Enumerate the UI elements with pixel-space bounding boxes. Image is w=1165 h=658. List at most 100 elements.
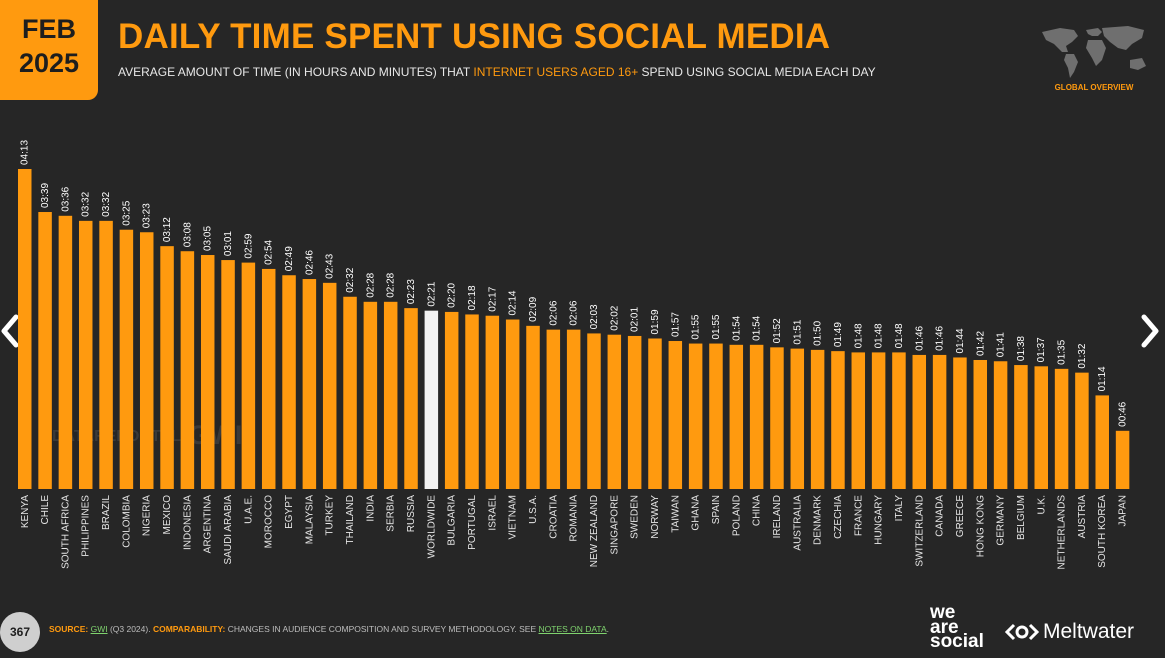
- date-month: FEB: [22, 14, 76, 44]
- world-map-icon: [1042, 26, 1146, 78]
- category-label: U.S.A.: [528, 495, 539, 524]
- category-label: CHILE: [40, 495, 51, 525]
- category-label: AUSTRIA: [1077, 495, 1088, 539]
- value-label: 01:54: [752, 315, 763, 340]
- source-gwi-link[interactable]: GWI: [90, 624, 108, 634]
- bar-nigeria: [139, 232, 154, 489]
- value-label: 03:12: [162, 217, 173, 242]
- value-label: 02:28: [386, 272, 397, 297]
- date-year: 2025: [18, 48, 80, 78]
- bar-france: [851, 352, 866, 489]
- value-label: 03:39: [40, 183, 51, 208]
- value-label: 01:46: [935, 325, 946, 350]
- comparability-text: CHANGES IN AUDIENCE COMPOSITION AND SURV…: [225, 624, 539, 634]
- bar-austria: [1075, 372, 1089, 489]
- category-label: RUSSIA: [406, 495, 417, 533]
- bar-kenya: [18, 169, 32, 489]
- category-label: MEXICO: [162, 495, 173, 535]
- category-label: IRELAND: [772, 495, 783, 538]
- category-label: FRANCE: [853, 495, 864, 536]
- bar-sweden: [627, 335, 642, 489]
- we-are-social-logo: we are social: [930, 602, 984, 650]
- category-label: SOUTH KOREA: [1097, 495, 1108, 568]
- category-label: THAILAND: [345, 495, 356, 544]
- value-label: 01:35: [1057, 339, 1068, 364]
- source-period: (Q3 2024).: [107, 624, 153, 634]
- source-note: SOURCE: GWI (Q3 2024). COMPARABILITY: CH…: [49, 624, 609, 634]
- category-label: NORWAY: [650, 495, 661, 539]
- category-label: POLAND: [731, 495, 742, 536]
- value-label: 01:41: [996, 332, 1007, 357]
- category-label: GERMANY: [996, 495, 1007, 546]
- value-label: 03:01: [223, 231, 234, 256]
- value-label: 01:46: [914, 325, 925, 350]
- category-label: SOUTH AFRICA: [60, 495, 71, 569]
- bar-thailand: [343, 296, 357, 489]
- meltwater-text: Meltwater: [1043, 620, 1135, 643]
- value-label: 03:32: [81, 191, 92, 216]
- category-label: DENMARK: [813, 495, 824, 545]
- bar-south-africa: [58, 215, 73, 489]
- value-label: 02:03: [589, 304, 600, 329]
- global-overview-badge: GLOBAL OVERVIEW: [1054, 83, 1134, 92]
- category-label: SWITZERLAND: [914, 495, 925, 567]
- category-label: SWEDEN: [630, 495, 641, 539]
- value-label: 01:37: [1036, 337, 1047, 362]
- bar-hungary: [871, 352, 886, 489]
- bar-singapore: [607, 334, 622, 489]
- comparability-label: COMPARABILITY:: [152, 624, 226, 634]
- value-label: 01:42: [975, 331, 986, 356]
- value-label: 01:48: [853, 323, 864, 348]
- bar-switzerland: [912, 354, 927, 489]
- value-label: 01:48: [894, 323, 905, 348]
- value-label: 02:18: [467, 285, 478, 310]
- category-label: ISRAEL: [487, 495, 498, 531]
- notes-on-data-link[interactable]: NOTES ON DATA: [538, 624, 607, 634]
- category-label: PHILIPPINES: [81, 495, 92, 557]
- bar-hong-kong: [973, 359, 988, 489]
- bar-egypt: [282, 275, 296, 489]
- bar-taiwan: [668, 341, 683, 489]
- category-label: KENYA: [20, 495, 31, 528]
- bar-japan: [1115, 430, 1130, 489]
- value-label: 01:48: [874, 323, 885, 348]
- chevron-right-icon[interactable]: [1138, 313, 1160, 349]
- value-label: 02:49: [284, 246, 295, 271]
- value-label: 02:06: [569, 300, 580, 325]
- bar-ghana: [688, 343, 703, 489]
- logo-we: we: [930, 602, 956, 623]
- bar-czechia: [831, 351, 845, 489]
- category-label: ITALY: [894, 495, 905, 522]
- category-label: SERBIA: [386, 495, 397, 532]
- category-label: MALAYSIA: [304, 495, 315, 545]
- category-label: NEW ZEALAND: [589, 495, 600, 567]
- category-label: SAUDI ARABIA: [223, 495, 234, 565]
- value-label: 01:52: [772, 318, 783, 343]
- bar-croatia: [546, 329, 561, 489]
- bar-turkey: [322, 282, 337, 489]
- bar-philippines: [78, 220, 93, 489]
- bar-morocco: [261, 268, 276, 489]
- bar-serbia: [383, 301, 398, 489]
- bar-israel: [485, 315, 500, 489]
- category-label: CROATIA: [548, 495, 559, 539]
- value-label: 02:17: [487, 286, 498, 311]
- subtitle-highlight: INTERNET USERS AGED 16+: [473, 65, 639, 79]
- bar-indonesia: [180, 251, 195, 489]
- bar-canada: [932, 354, 947, 489]
- bar-argentina: [200, 255, 215, 489]
- category-label: VIETNAM: [508, 495, 519, 539]
- bar-brazil: [99, 220, 113, 489]
- subtitle-post: SPEND USING SOCIAL MEDIA EACH DAY: [638, 65, 876, 79]
- chevron-left-icon[interactable]: [0, 313, 22, 349]
- bar-colombia: [119, 229, 134, 489]
- bar-ireland: [770, 347, 784, 489]
- value-label: 03:25: [121, 200, 132, 225]
- value-label: 02:28: [365, 272, 376, 297]
- bar-norway: [648, 338, 662, 489]
- category-label: MOROCCO: [264, 495, 275, 549]
- value-label: 04:13: [20, 140, 31, 165]
- category-label: BULGARIA: [447, 495, 458, 546]
- category-label: INDIA: [365, 495, 376, 522]
- source-label: SOURCE:: [49, 624, 89, 634]
